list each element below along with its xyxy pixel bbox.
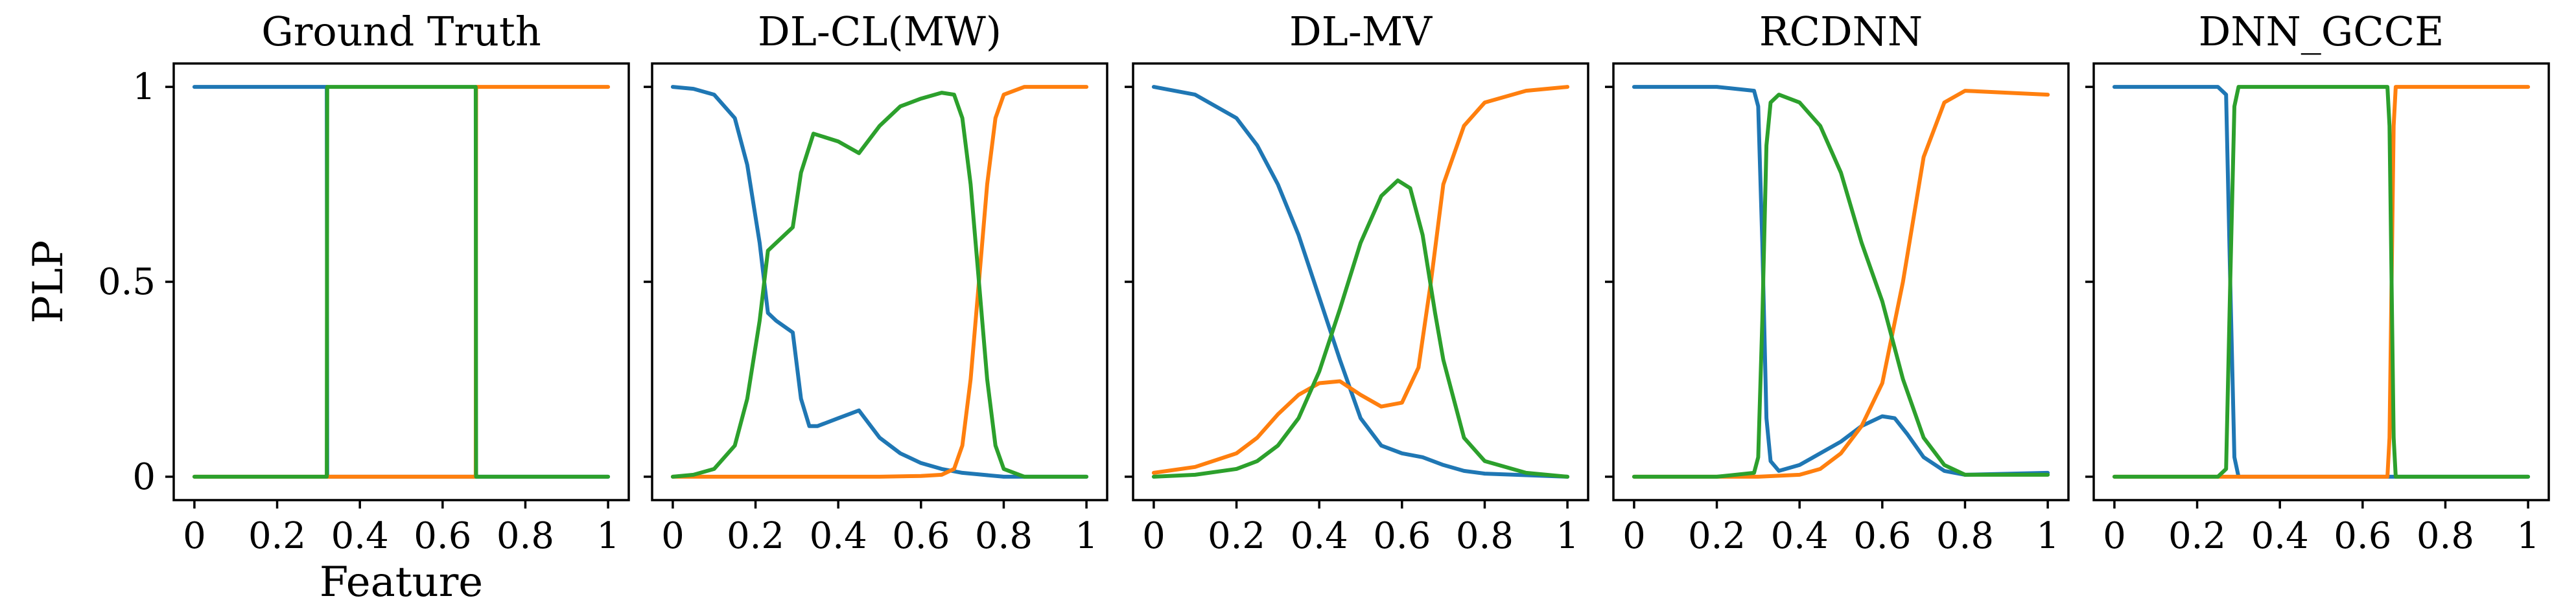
x-tick-label: 0.6 [1373, 515, 1431, 557]
x-tick-label: 0.6 [2334, 515, 2391, 557]
x-tick-label: 1 [596, 515, 620, 557]
y-tick-label: 0 [132, 456, 156, 498]
series-line-class-2 [1151, 85, 1570, 475]
series-line-class-1 [1151, 85, 1570, 479]
x-tick-label: 0 [1142, 515, 1165, 557]
x-axis-label: Feature [320, 558, 483, 604]
y-tick-label: 1 [132, 66, 156, 108]
x-tick-label: 0 [1622, 515, 1646, 557]
panel-title: DL-CL(MW) [758, 8, 1001, 55]
x-tick-label: 0.2 [248, 515, 306, 557]
y-axis-label: PLP [25, 240, 73, 324]
panel-1: Ground Truth 0 0.2 0.4 0.6 0.8 1 0 0.5 1 [98, 8, 630, 557]
y-tick-label: 0.5 [98, 261, 156, 303]
series-line-class-3 [192, 85, 611, 479]
x-tick-label: 1 [2516, 515, 2540, 557]
series-line-class-1 [192, 85, 611, 479]
x-tick-label: 0.8 [497, 515, 554, 557]
panel-frame [1612, 62, 2070, 501]
x-tick-label: 0.4 [810, 515, 867, 557]
series-line-class-2 [192, 85, 611, 479]
panel-title: DNN_GCCE [2199, 8, 2444, 55]
series-line-class-2 [2112, 85, 2531, 479]
x-tick-label: 0.4 [331, 515, 389, 557]
x-tick-label: 0.2 [1688, 515, 1746, 557]
series-line-class-1 [2112, 85, 2531, 479]
x-tick-label: 0 [2103, 515, 2126, 557]
series-line-class-1 [670, 85, 1089, 479]
x-tick-label: 0.8 [1456, 515, 1514, 557]
x-tick-label: 1 [1556, 515, 1579, 557]
x-tick-label: 0.6 [892, 515, 950, 557]
panel-title: Ground Truth [261, 8, 541, 55]
x-tick-label: 0 [183, 515, 206, 557]
x-tick-label: 1 [2036, 515, 2059, 557]
x-tick-label: 0.2 [1208, 515, 1265, 557]
series-line-class-3 [670, 91, 1089, 479]
x-tick-label: 0.4 [1771, 515, 1829, 557]
panel-3: DL-MV 0 0.2 0.4 0.6 0.8 1 [1125, 8, 1589, 557]
x-tick-label: 0.2 [727, 515, 784, 557]
panel-5: DNN_GCCE 0 0.2 0.4 0.6 0.8 1 [2085, 8, 2550, 557]
x-tick-label: 0.6 [1853, 515, 1911, 557]
x-tick-label: 1 [1075, 515, 1098, 557]
x-tick-label: 0.6 [414, 515, 471, 557]
panel-2: DL-CL(MW) 0 0.2 0.4 0.6 0.8 1 [644, 8, 1108, 557]
x-tick-label: 0 [661, 515, 685, 557]
x-tick-label: 0.8 [1936, 515, 1994, 557]
series-line-class-2 [1632, 89, 2050, 479]
series-line-class-1 [1632, 85, 2050, 477]
x-tick-label: 0.2 [2168, 515, 2226, 557]
series-line-class-2 [670, 85, 1089, 479]
x-tick-label: 0.4 [1291, 515, 1348, 557]
x-tick-label: 0.4 [2251, 515, 2309, 557]
panel-title: RCDNN [1759, 8, 1923, 55]
x-tick-label: 0.8 [2417, 515, 2474, 557]
panel-frame [1132, 62, 1589, 501]
series-line-class-3 [1632, 93, 2050, 479]
x-tick-label: 0.8 [975, 515, 1033, 557]
series-line-class-3 [2112, 85, 2531, 479]
panel-title: DL-MV [1289, 8, 1433, 55]
series-line-class-3 [1151, 178, 1570, 479]
panel-4: RCDNN 0 0.2 0.4 0.6 0.8 1 [1605, 8, 2070, 557]
panel-frame [172, 62, 630, 501]
panel-frame [2092, 62, 2550, 501]
